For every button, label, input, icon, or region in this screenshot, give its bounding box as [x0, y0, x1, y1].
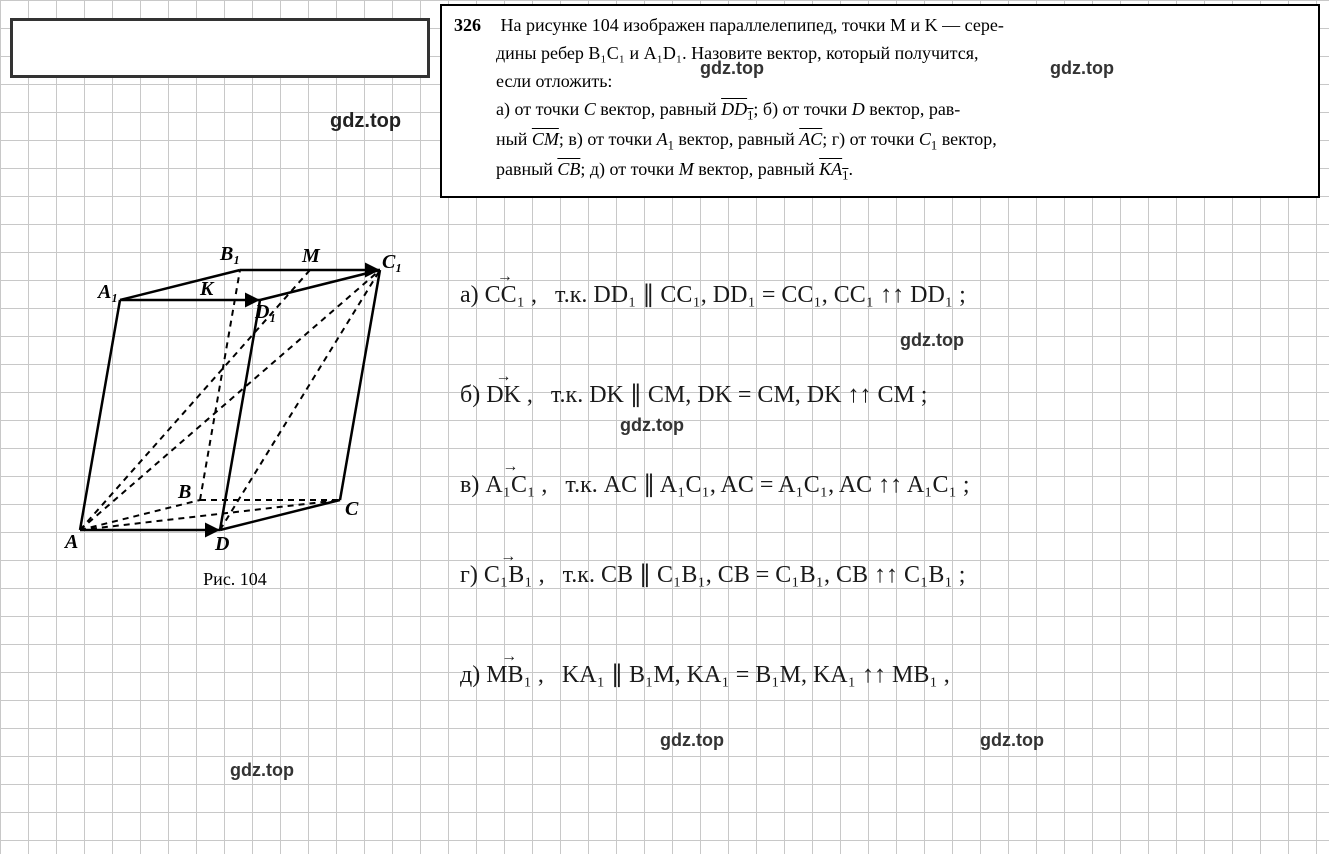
svg-text:M: M: [301, 245, 321, 267]
gdz-label: gdz.top: [330, 110, 401, 133]
figure-104: A D C B A₁ D₁ C₁ B₁ M K Рис. 104: [60, 230, 410, 590]
problem-number: 326: [454, 12, 496, 40]
svg-text:D₁: D₁: [254, 301, 276, 323]
svg-text:C₁: C₁: [382, 251, 402, 273]
problem-line3: если отложить:: [496, 68, 612, 96]
answer-a: а) CC₁ , т.к. DD₁ ∥ CC₁, DD₁ = CC₁, CC₁ …: [460, 280, 966, 309]
watermark: gdz.top: [660, 730, 724, 751]
svg-text:B: B: [177, 481, 191, 503]
watermark: gdz.top: [980, 730, 1044, 751]
answer-d: г) C₁B₁ , т.к. CB ∥ C₁B₁, CB = C₁B₁, CB …: [460, 560, 965, 589]
answer-e: д) MB₁ , KA₁ ∥ B₁M, KA₁ = B₁M, KA₁ ↑↑ MB…: [460, 660, 950, 689]
problem-part-b: ный CM; в) от точки A1 вектор, равный AC…: [496, 126, 997, 156]
problem-statement: 326 На рисунке 104 изображен параллелепи…: [440, 4, 1320, 198]
svg-text:A₁: A₁: [96, 281, 118, 303]
problem-part-a: а) от точки C вектор, равный DD1; б) от …: [496, 96, 960, 126]
watermark: gdz.top: [620, 415, 684, 436]
svg-text:B₁: B₁: [219, 243, 240, 265]
parallelepiped-svg: A D C B A₁ D₁ C₁ B₁ M K: [60, 230, 410, 560]
svg-text:D: D: [214, 533, 229, 555]
svg-text:C: C: [345, 498, 359, 520]
watermark: gdz.top: [900, 330, 964, 351]
watermark: gdz.top: [230, 760, 294, 781]
figure-caption: Рис. 104: [60, 569, 410, 590]
svg-text:K: K: [199, 278, 215, 300]
problem-part-c: равный CB; д) от точки M вектор, равный …: [496, 156, 853, 186]
answer-b: б) DK , т.к. DK ∥ CM, DK = CM, DK ↑↑ CM …: [460, 380, 927, 409]
watermark: gdz.top: [700, 58, 764, 79]
answer-c: в) A₁C₁ , т.к. AC ∥ A₁C₁, AC = A₁C₁, AC …: [460, 470, 970, 499]
watermark: gdz.top: [1050, 58, 1114, 79]
problem-line1: На рисунке 104 изображен параллелепипед,…: [501, 15, 1004, 35]
top-blank-box: [10, 18, 430, 78]
svg-text:A: A: [63, 531, 78, 553]
